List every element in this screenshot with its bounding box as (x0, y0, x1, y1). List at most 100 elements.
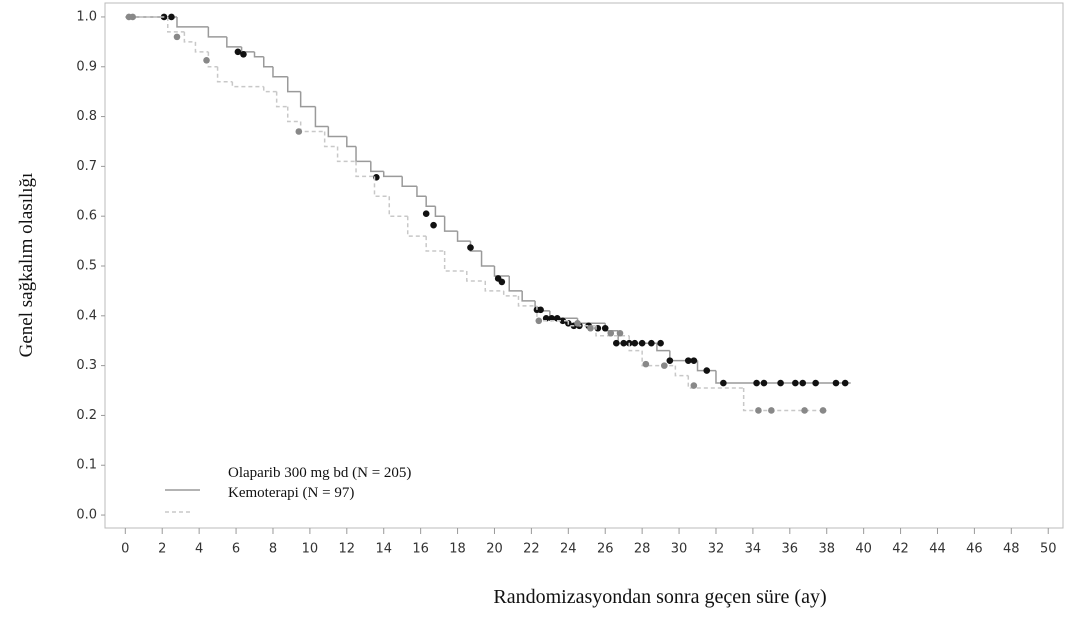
legend-label: Kemoterapi (N = 97) (228, 485, 354, 501)
x-tick-label: 8 (269, 542, 277, 557)
survival-step (275, 91, 288, 108)
survival-step (355, 161, 375, 178)
censor-mark (295, 128, 303, 135)
censor-mark (129, 13, 136, 21)
survival-step (370, 161, 384, 173)
y-tick-label: 0.9 (76, 59, 97, 74)
censor-mark (601, 324, 609, 332)
x-tick-label: 24 (560, 542, 577, 557)
x-tick-label: 0 (121, 542, 129, 557)
censor-mark (620, 339, 627, 347)
x-tick-label: 20 (486, 542, 503, 557)
survival-step (346, 136, 357, 148)
survival-step (521, 290, 536, 302)
survival-step (314, 106, 329, 128)
censor-mark (498, 278, 506, 286)
x-tick-label: 30 (671, 542, 688, 557)
survival-step (416, 186, 427, 198)
censor-mark (542, 314, 550, 322)
censor-mark (684, 357, 692, 364)
x-tick-label: 26 (597, 542, 614, 557)
survival-step (299, 91, 316, 108)
x-tick-label: 4 (195, 542, 203, 557)
x-tick-label: 12 (339, 542, 356, 557)
survival-step (231, 81, 264, 88)
survival-step (323, 131, 338, 148)
survival-step (595, 325, 630, 337)
survival-step (183, 31, 196, 43)
survival-step (226, 36, 242, 48)
x-tick-label: 48 (1003, 542, 1020, 557)
censor-mark (799, 379, 807, 387)
x-tick-label: 22 (523, 542, 540, 557)
survival-step (567, 320, 596, 327)
survival-step (576, 318, 606, 325)
censor-mark (535, 317, 543, 325)
censor-mark (537, 306, 544, 314)
survival-step (401, 176, 417, 188)
censor-mark (690, 382, 698, 389)
survival-step (286, 106, 301, 123)
survival-step (502, 290, 519, 297)
survival-step (262, 86, 277, 93)
survival-step (207, 26, 227, 38)
censor-mark (234, 48, 242, 56)
x-tick-label: 16 (412, 542, 429, 557)
survival-step (517, 295, 537, 307)
censor-mark (203, 56, 210, 64)
censor-mark (430, 221, 437, 229)
survival-step (443, 251, 467, 272)
censor-mark (587, 324, 594, 332)
survival-step (656, 343, 670, 352)
x-tick-label: 18 (449, 542, 466, 557)
x-tick-label: 32 (708, 542, 725, 557)
censor-mark (760, 379, 768, 387)
censor-mark (753, 379, 760, 387)
survival-step (466, 270, 486, 282)
censor-mark (841, 379, 849, 387)
censor-mark (467, 244, 474, 251)
y-tick-label: 0.2 (76, 408, 97, 423)
survival-step (262, 56, 273, 68)
survival-step (194, 41, 209, 53)
censor-mark (832, 379, 840, 387)
survival-step (674, 365, 689, 377)
censor-mark (631, 339, 639, 347)
censor-mark (819, 407, 827, 414)
censor-mark (690, 357, 698, 364)
survival-step (687, 375, 744, 389)
legend-label: Olaparib 300 mg bd (N = 205) (228, 465, 411, 481)
survival-step (336, 146, 357, 163)
x-tick-label: 2 (158, 542, 166, 557)
censor-mark (574, 319, 581, 327)
censor-mark (642, 360, 650, 368)
censor-mark (422, 210, 430, 217)
y-tick-label: 0.4 (76, 308, 97, 323)
x-tick-label: 42 (892, 542, 909, 557)
y-tick-label: 1.0 (76, 9, 97, 24)
x-tick-label: 46 (966, 542, 983, 557)
y-axis-label: Genel sağkalım olasılığı (16, 173, 37, 358)
censor-mark (777, 379, 784, 387)
y-tick-label: 0.6 (76, 209, 97, 224)
survival-step (388, 196, 408, 217)
censor-mark (548, 314, 555, 322)
censor-mark (648, 339, 655, 347)
survival-step (493, 265, 510, 277)
censor-mark (168, 13, 175, 21)
survival-step (373, 176, 390, 198)
x-tick-label: 36 (782, 542, 799, 557)
x-tick-label: 28 (634, 542, 651, 557)
censor-mark (768, 407, 775, 414)
censor-mark (812, 379, 819, 387)
x-tick-label: 34 (745, 542, 762, 557)
censor-mark (657, 339, 664, 347)
y-tick-label: 0.5 (76, 258, 97, 273)
survival-step (443, 216, 458, 232)
censor-mark (703, 367, 711, 374)
survival-step (406, 216, 427, 237)
x-tick-label: 44 (929, 542, 946, 557)
censor-mark (613, 339, 620, 347)
y-tick-label: 0.8 (76, 109, 97, 124)
x-tick-label: 50 (1040, 542, 1057, 557)
